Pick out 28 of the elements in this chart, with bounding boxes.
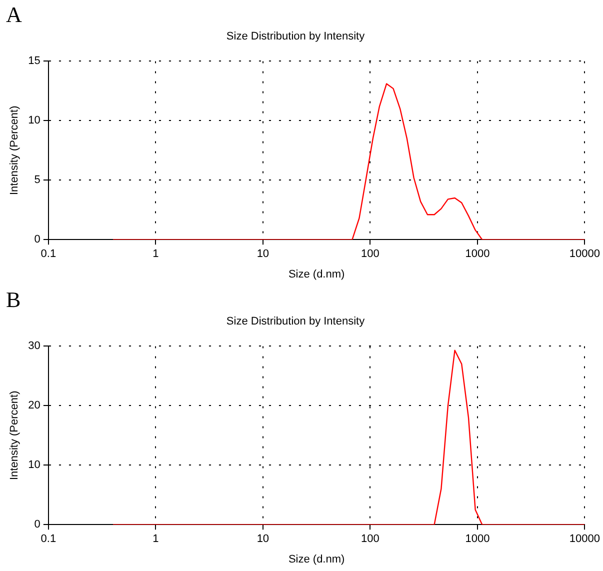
x-tick-label: 0.1 [40, 533, 56, 546]
x-tick-label: 1 [152, 533, 159, 546]
x-axis-title: Size (d.nm) [288, 553, 345, 566]
x-tick-label: 10 [256, 533, 270, 546]
text: A [6, 2, 22, 28]
y-tick-label: 15 [28, 55, 40, 68]
y-tick-label: 5 [34, 174, 40, 186]
x-tick-label: 10 [256, 248, 270, 260]
y-tick-label: 10 [28, 459, 40, 472]
y-axis-title: Intensity (Percent) [8, 106, 21, 196]
text: B [6, 287, 21, 313]
x-tick-label: 100 [361, 533, 380, 546]
chart-title: Size Distribution by Intensity [226, 30, 366, 43]
x-tick-label: 10000 [569, 248, 600, 260]
y-tick-label: 20 [28, 400, 40, 412]
y-tick-label: 30 [28, 340, 40, 352]
x-tick-label: 10000 [569, 533, 600, 546]
x-tick-label: 100 [361, 248, 380, 260]
y-tick-label: 0 [34, 518, 40, 531]
x-axis-title: Size (d.nm) [288, 268, 345, 280]
chart-title: Size Distribution by Intensity [226, 316, 366, 328]
x-tick-label: 1000 [465, 248, 490, 260]
y-tick-label: 0 [34, 234, 40, 246]
y-tick-label: 10 [28, 114, 40, 127]
x-tick-label: 1000 [465, 533, 490, 546]
y-axis-title: Intensity (Percent) [8, 390, 21, 480]
x-tick-label: 1 [152, 248, 159, 260]
x-tick-label: 0.1 [40, 248, 56, 260]
